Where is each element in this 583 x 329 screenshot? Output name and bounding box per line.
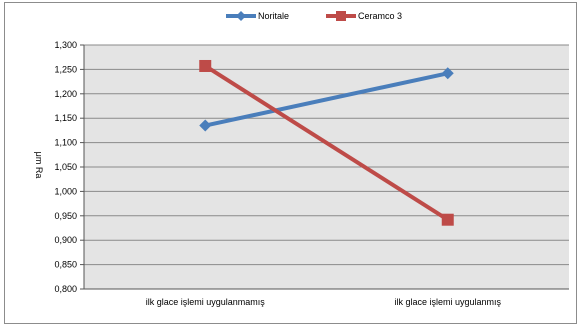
- y-axis-label: μm Ra: [34, 152, 44, 179]
- series-line: [204, 71, 449, 128]
- x-tick-label: ilk glace işlemi uygulanmamış: [146, 297, 266, 307]
- data-point-diamond: [199, 119, 212, 132]
- series-lines: [199, 59, 454, 226]
- series-line: [204, 64, 449, 222]
- y-axis-ticks: 0,800 0,850 0,900 0,950 1,000 1,050 1,100 1,150…: [54, 40, 85, 294]
- y-tick-label: 0,950: [54, 211, 77, 221]
- legend-marker-square: [336, 11, 346, 21]
- y-tick-label: 0,800: [54, 284, 77, 294]
- data-point-square: [441, 213, 454, 226]
- legend-label: Noritale: [258, 11, 289, 21]
- y-tick-label: 0,850: [54, 260, 77, 270]
- y-tick-label: 1,000: [54, 186, 77, 196]
- y-tick-label: 1,250: [54, 64, 77, 74]
- y-tick-label: 1,050: [54, 162, 77, 172]
- data-point-diamond: [441, 67, 454, 80]
- y-tick-label: 1,300: [54, 40, 77, 50]
- data-point-square: [199, 59, 212, 72]
- legend-label: Ceramco 3: [358, 11, 402, 21]
- y-tick-label: 1,200: [54, 89, 77, 99]
- y-tick-label: 1,100: [54, 138, 77, 148]
- legend: Noritale Ceramco 3: [226, 11, 402, 21]
- y-tick-label: 0,900: [54, 235, 77, 245]
- x-tick-label: ilk glace işlemi uygulanmış: [394, 297, 501, 307]
- y-tick-label: 1,150: [54, 113, 77, 123]
- legend-marker-diamond: [236, 11, 246, 21]
- x-axis-ticks: ilk glace işlemi uygulanmamış ilk glace i…: [84, 288, 569, 307]
